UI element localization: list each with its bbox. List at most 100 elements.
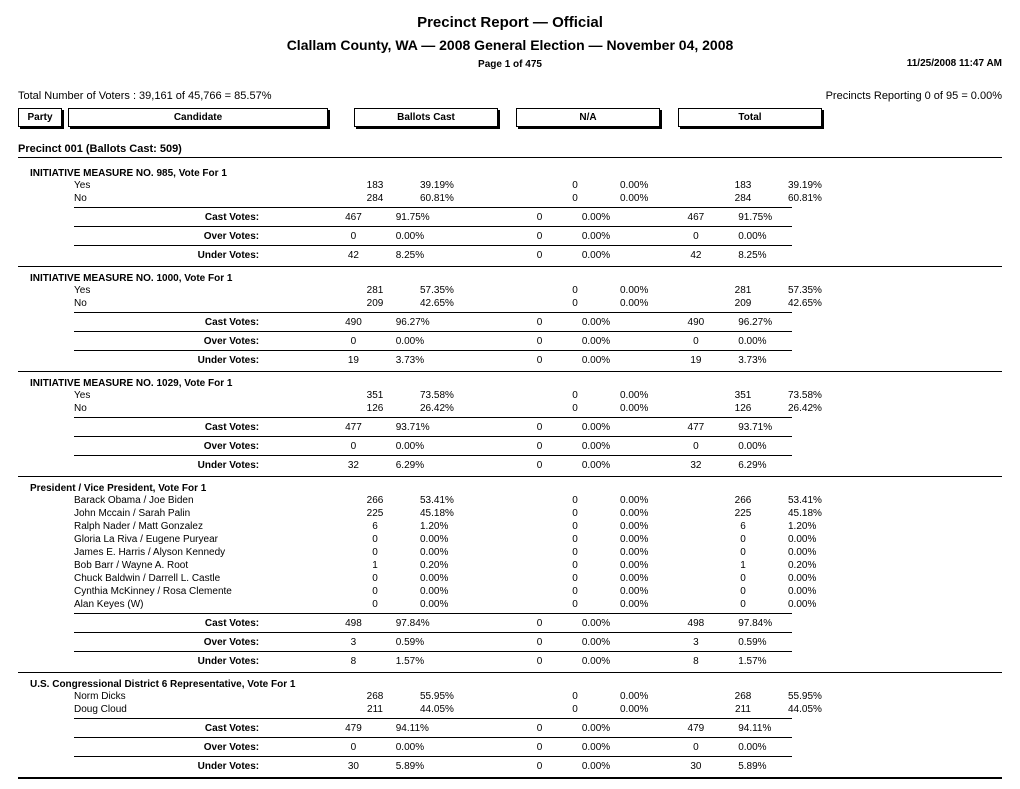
total-count: 0: [706, 598, 780, 611]
na-count: 0: [538, 533, 612, 546]
na-count: 0: [538, 520, 612, 533]
summary-row: Cast Votes: 479 94.11% 0 0.00% 479 94.11…: [18, 722, 792, 735]
col-header-party: Party: [18, 108, 62, 127]
race-title: INITIATIVE MEASURE NO. 1029, Vote For 1: [30, 378, 1002, 389]
summary-rule: [74, 350, 792, 351]
ballots-count: 0: [338, 572, 412, 585]
ballots-count: 0: [338, 546, 412, 559]
total-count: 477: [662, 421, 731, 434]
total-count: 1: [706, 559, 780, 572]
candidate-label: Doug Cloud: [18, 703, 338, 716]
na-pct: 0.00%: [612, 559, 678, 572]
total-pct: 0.00%: [730, 440, 792, 453]
ballots-count: 0: [319, 741, 388, 754]
ballots-count: 0: [319, 440, 388, 453]
summary-rule: [74, 718, 792, 719]
race-summary-block: Cast Votes: 479 94.11% 0 0.00% 479 94.11…: [74, 718, 792, 773]
total-pct: 93.71%: [730, 421, 792, 434]
na-pct: 0.00%: [574, 211, 636, 224]
total-pct: 45.18%: [780, 507, 846, 520]
summary-row: Over Votes: 0 0.00% 0 0.00% 0 0.00%: [18, 335, 792, 348]
na-count: 0: [505, 316, 574, 329]
total-count: 0: [706, 585, 780, 598]
total-count: 32: [662, 459, 731, 472]
na-pct: 0.00%: [612, 507, 678, 520]
candidate-label: No: [18, 402, 338, 415]
ballots-count: 268: [338, 690, 412, 703]
total-pct: 0.00%: [780, 585, 846, 598]
ballots-count: 0: [338, 598, 412, 611]
candidate-label: Alan Keyes (W): [18, 598, 338, 611]
ballots-pct: 93.71%: [388, 421, 450, 434]
ballots-pct: 53.41%: [412, 494, 478, 507]
ballots-pct: 73.58%: [412, 389, 478, 402]
na-count: 0: [538, 690, 612, 703]
na-count: 0: [538, 179, 612, 192]
ballots-pct: 5.89%: [388, 760, 450, 773]
summary-row: Over Votes: 0 0.00% 0 0.00% 0 0.00%: [18, 440, 792, 453]
summary-label: Under Votes:: [18, 459, 319, 472]
candidate-row: John Mccain / Sarah Palin 225 45.18% 0 0…: [18, 507, 1002, 520]
na-pct: 0.00%: [612, 297, 678, 310]
candidate-row: Yes 183 39.19% 0 0.00% 183 39.19%: [18, 179, 1002, 192]
na-count: 0: [505, 249, 574, 262]
na-pct: 0.00%: [574, 459, 636, 472]
na-pct: 0.00%: [612, 402, 678, 415]
total-count: 126: [706, 402, 780, 415]
race-title: U.S. Congressional District 6 Representa…: [30, 679, 1002, 690]
ballots-count: 0: [319, 335, 388, 348]
ballots-count: 42: [319, 249, 388, 262]
ballots-count: 0: [338, 533, 412, 546]
na-pct: 0.00%: [574, 421, 636, 434]
candidate-row: Doug Cloud 211 44.05% 0 0.00% 211 44.05%: [18, 703, 1002, 716]
na-pct: 0.00%: [574, 440, 636, 453]
summary-label: Under Votes:: [18, 655, 319, 668]
na-pct: 0.00%: [574, 722, 636, 735]
ballots-count: 467: [319, 211, 388, 224]
ballots-pct: 57.35%: [412, 284, 478, 297]
na-pct: 0.00%: [574, 230, 636, 243]
total-count: 351: [706, 389, 780, 402]
na-count: 0: [505, 617, 574, 630]
ballots-pct: 97.84%: [388, 617, 450, 630]
summary-row: Under Votes: 32 6.29% 0 0.00% 32 6.29%: [18, 459, 792, 472]
summary-rule: [74, 331, 792, 332]
race-title: INITIATIVE MEASURE NO. 985, Vote For 1: [30, 168, 1002, 179]
total-count: 19: [662, 354, 731, 367]
total-count: 225: [706, 507, 780, 520]
candidate-row: Gloria La Riva / Eugene Puryear 0 0.00% …: [18, 533, 1002, 546]
ballots-count: 490: [319, 316, 388, 329]
na-count: 0: [538, 494, 612, 507]
races-container: INITIATIVE MEASURE NO. 985, Vote For 1 Y…: [18, 168, 1002, 773]
na-pct: 0.00%: [612, 520, 678, 533]
summary-row: Over Votes: 0 0.00% 0 0.00% 0 0.00%: [18, 230, 792, 243]
total-pct: 8.25%: [730, 249, 792, 262]
summary-rule: [74, 651, 792, 652]
summary-row: Over Votes: 3 0.59% 0 0.00% 3 0.59%: [18, 636, 792, 649]
candidate-row: Yes 281 57.35% 0 0.00% 281 57.35%: [18, 284, 1002, 297]
na-count: 0: [538, 192, 612, 205]
candidate-row: Chuck Baldwin / Darrell L. Castle 0 0.00…: [18, 572, 1002, 585]
total-count: 479: [662, 722, 731, 735]
ballots-pct: 0.00%: [412, 572, 478, 585]
ballots-count: 32: [319, 459, 388, 472]
summary-row: Over Votes: 0 0.00% 0 0.00% 0 0.00%: [18, 741, 792, 754]
race-separator: [18, 672, 1002, 673]
na-pct: 0.00%: [574, 316, 636, 329]
candidate-label: James E. Harris / Alyson Kennedy: [18, 546, 338, 559]
total-pct: 0.00%: [730, 335, 792, 348]
summary-label: Cast Votes:: [18, 316, 319, 329]
candidate-row: Yes 351 73.58% 0 0.00% 351 73.58%: [18, 389, 1002, 402]
summary-rule: [74, 436, 792, 437]
col-header-ballots-cast: Ballots Cast: [354, 108, 498, 127]
summary-label: Cast Votes:: [18, 421, 319, 434]
total-count: 284: [706, 192, 780, 205]
na-pct: 0.00%: [612, 284, 678, 297]
candidate-label: Bob Barr / Wayne A. Root: [18, 559, 338, 572]
race-summary-block: Cast Votes: 490 96.27% 0 0.00% 490 96.27…: [74, 312, 792, 367]
na-count: 0: [538, 572, 612, 585]
summary-rule: [74, 632, 792, 633]
summary-row: Cast Votes: 477 93.71% 0 0.00% 477 93.71…: [18, 421, 792, 434]
candidate-label: Yes: [18, 389, 338, 402]
total-pct: 55.95%: [780, 690, 846, 703]
